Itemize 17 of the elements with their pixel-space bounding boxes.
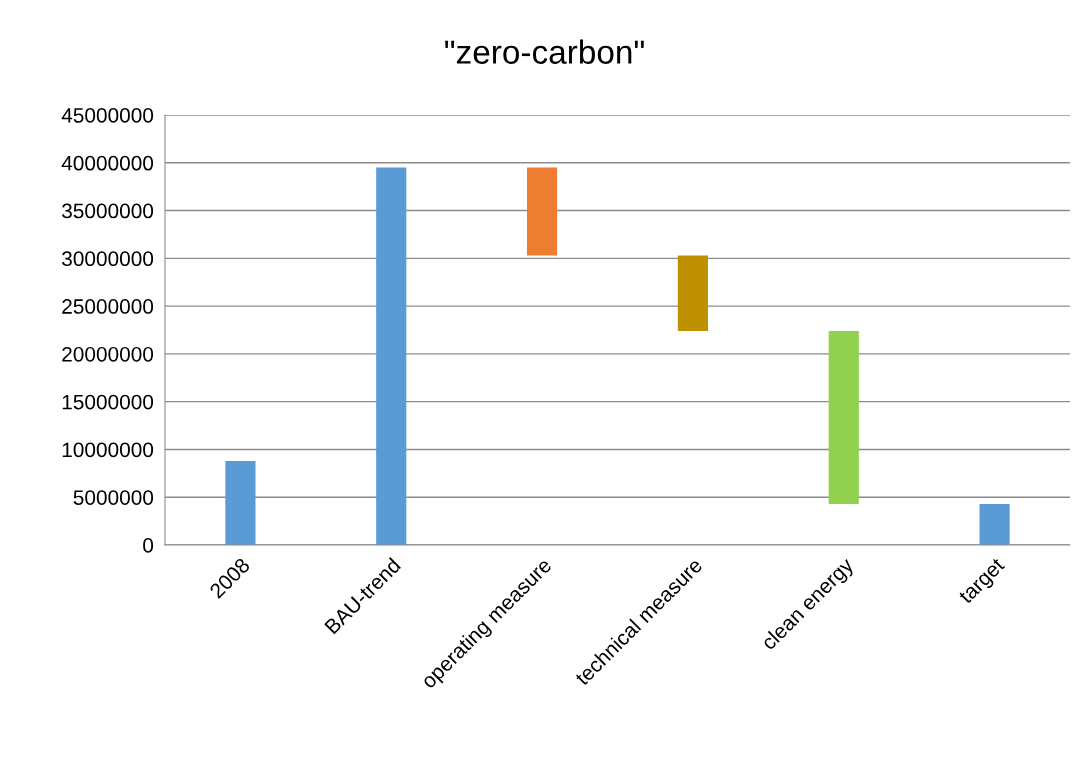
y-tick-label: 30000000	[62, 251, 154, 267]
y-tick-label: 40000000	[61, 155, 154, 171]
y-tick-label: 10000000	[62, 442, 154, 458]
bar	[677, 255, 708, 331]
bar	[979, 503, 1010, 545]
y-tick-label: 25000000	[62, 299, 154, 314]
y-tick-label: 0	[143, 538, 154, 553]
y-tick-label: 35000000	[62, 203, 154, 219]
bar	[376, 167, 407, 545]
bar	[527, 167, 558, 256]
y-tick-label: 20000000	[62, 346, 154, 362]
y-tick-label: 45000000	[61, 108, 154, 123]
y-tick-label: 15000000	[62, 394, 154, 410]
bar	[828, 330, 859, 504]
bar	[225, 460, 256, 545]
y-tick-label: 5000000	[73, 490, 154, 505]
chart-title: "zero-carbon"	[445, 39, 644, 64]
